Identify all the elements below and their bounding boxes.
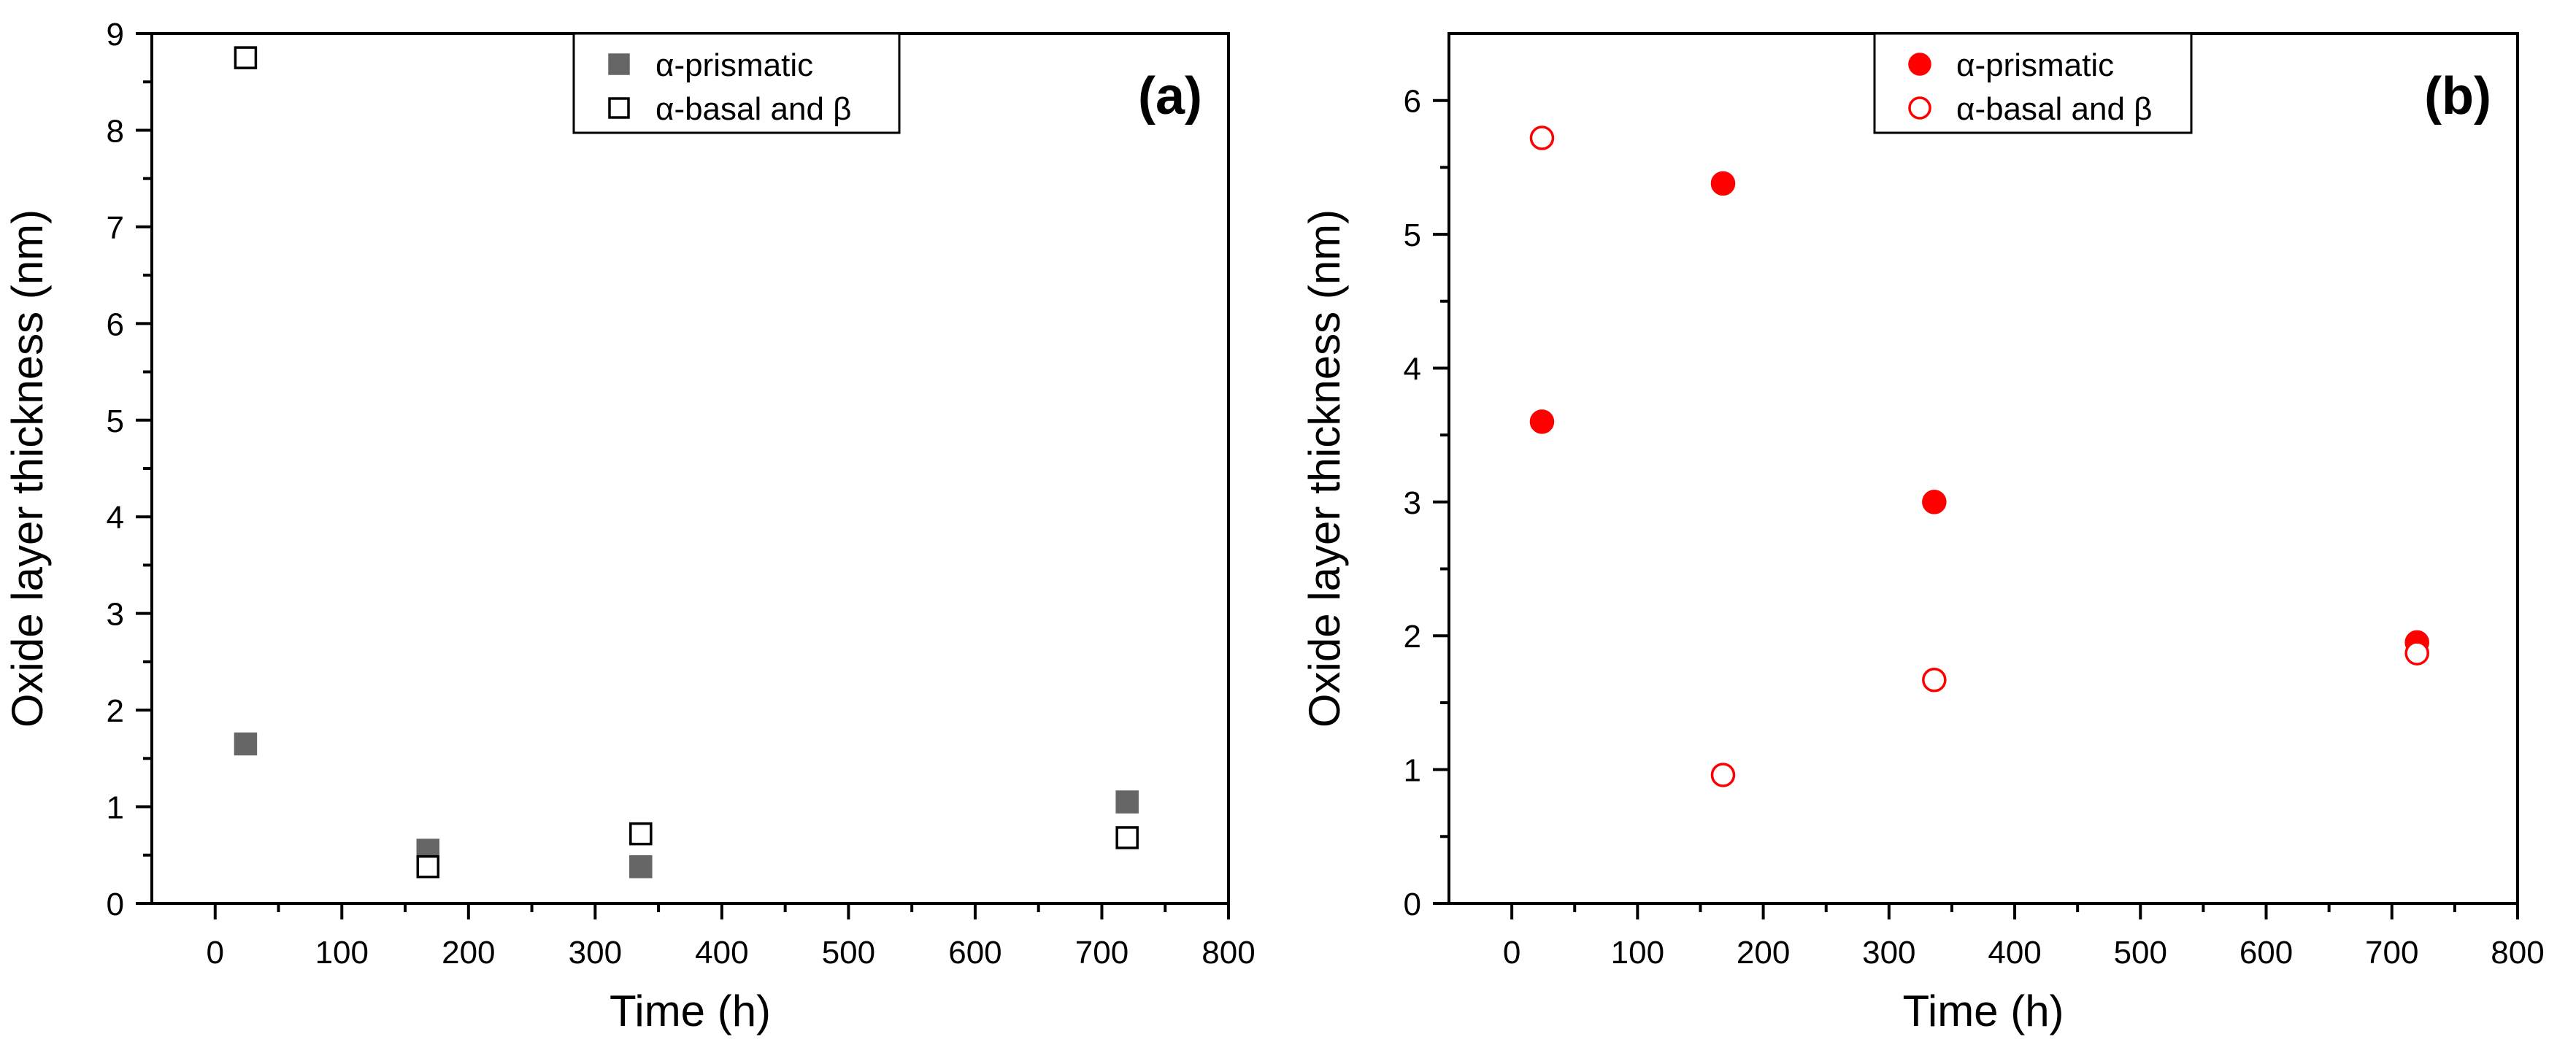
legend-label: α-prismatic <box>1956 47 2114 83</box>
x-tick-label: 0 <box>207 935 224 971</box>
legend-label: α-basal and β <box>1956 91 2152 127</box>
x-tick-label: 300 <box>1862 935 1915 971</box>
legend-marker <box>608 97 630 119</box>
y-axis-label: Oxide layer thickness (nm) <box>3 209 52 728</box>
y-tick-label: 4 <box>1404 351 1421 387</box>
y-tick-label: 9 <box>107 17 124 53</box>
x-axis-label: Time (h) <box>1902 987 2064 1035</box>
series-alpha-prismatic <box>1529 171 2429 655</box>
x-tick-label: 200 <box>442 935 495 971</box>
data-point <box>1529 409 1555 434</box>
x-tick-label: 600 <box>2239 935 2293 971</box>
data-point <box>629 855 653 879</box>
data-point <box>2404 641 2429 666</box>
y-tick-label: 5 <box>1404 217 1421 253</box>
y-tick-label: 7 <box>107 210 124 246</box>
x-tick-label: 300 <box>569 935 622 971</box>
x-tick-label: 100 <box>315 935 369 971</box>
data-point <box>416 855 440 879</box>
x-tick-label: 500 <box>822 935 875 971</box>
y-tick-label: 8 <box>107 113 124 149</box>
panel-label: (a) <box>1138 67 1202 126</box>
y-tick-label: 2 <box>107 693 124 729</box>
data-point <box>1922 667 1947 693</box>
x-tick-label: 100 <box>1611 935 1664 971</box>
chart-panel-a: 0 100 200 300 400 500 600 700 800 0 1 2 3 4 5 6 7 8 9 Time … <box>3 17 1256 1035</box>
y-tick-label: 4 <box>107 500 124 536</box>
x-axis-label: Time (h) <box>610 987 771 1035</box>
chart-panel-b: 0 100 200 300 400 500 600 700 800 0 1 2 3 4 5 6 Time (h)… <box>1300 32 2545 1035</box>
y-tick-label: 3 <box>107 597 124 633</box>
legend-marker <box>608 53 630 75</box>
y-tick-label: 6 <box>1404 84 1421 120</box>
y-tick-label: 2 <box>1404 619 1421 655</box>
x-tick-label: 200 <box>1737 935 1790 971</box>
y-tick-label: 0 <box>107 887 124 922</box>
x-tick-label: 600 <box>948 935 1001 971</box>
data-point <box>629 822 653 846</box>
legend-label: α-prismatic <box>655 47 813 83</box>
x-tick-label: 700 <box>1075 935 1129 971</box>
y-tick-label: 1 <box>1404 753 1421 789</box>
y-tick-label: 1 <box>107 790 124 826</box>
data-point <box>1115 790 1139 814</box>
plot-frame <box>1447 32 2519 905</box>
data-point <box>1922 490 1947 514</box>
data-point <box>1710 171 1736 196</box>
data-point <box>1529 126 1555 150</box>
panel-label: (b) <box>2424 67 2491 126</box>
series-alpha-basal-and-beta <box>1529 126 2429 787</box>
data-point <box>1710 763 1736 787</box>
legend-marker <box>1908 96 1931 120</box>
data-point <box>234 46 258 69</box>
series-alpha-prismatic <box>234 732 1139 879</box>
legend: α-prismatic α-basal and β <box>572 32 901 134</box>
x-tick-label: 500 <box>2114 935 2167 971</box>
legend-marker <box>1908 53 1931 76</box>
x-tick-label: 400 <box>695 935 748 971</box>
y-tick-label: 3 <box>1404 485 1421 521</box>
y-tick-label: 6 <box>107 306 124 342</box>
x-tick-label: 800 <box>1202 935 1255 971</box>
x-tick-label: 0 <box>1503 935 1520 971</box>
legend: α-prismatic α-basal and β <box>1873 32 2193 134</box>
legend-label: α-basal and β <box>655 91 851 127</box>
x-tick-label: 800 <box>2491 935 2544 971</box>
plot-frame <box>150 32 1230 905</box>
x-tick-label: 400 <box>1988 935 2041 971</box>
y-tick-label: 5 <box>107 404 124 439</box>
data-point <box>234 732 258 756</box>
data-point <box>1115 826 1139 849</box>
x-tick-label: 700 <box>2365 935 2418 971</box>
series-alpha-basal-and-beta <box>234 46 1139 879</box>
y-tick-label: 0 <box>1404 887 1421 922</box>
y-axis-label: Oxide layer thickness (nm) <box>1300 209 1349 728</box>
